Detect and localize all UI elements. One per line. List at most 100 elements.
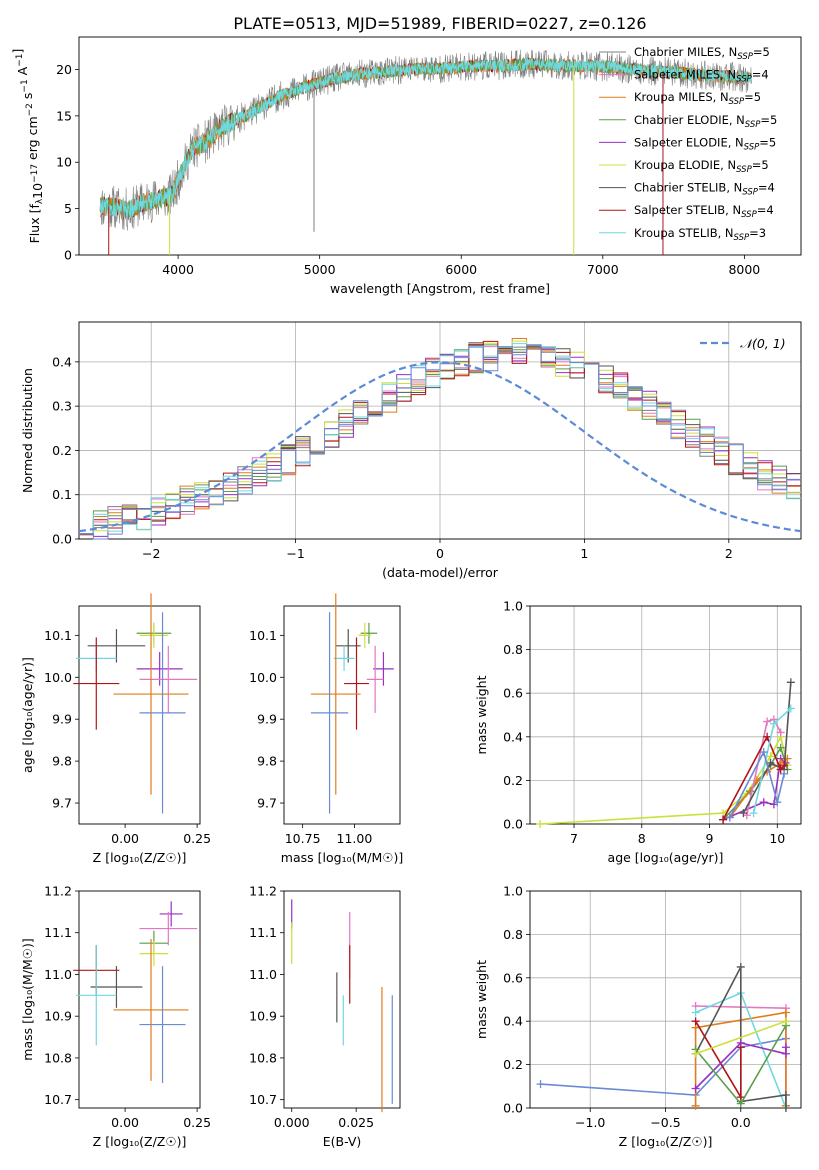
y-tick-label: 10.7 xyxy=(249,1092,277,1107)
y-tick-label: 10.1 xyxy=(249,628,277,643)
y-tick-label: 0.4 xyxy=(503,1014,523,1029)
legend-entry: Kroupa MILES, NSSP=5 xyxy=(634,90,761,107)
y-axis-label: Normed distribution xyxy=(20,368,35,493)
weight-marker xyxy=(691,1049,700,1058)
y-label-part: 10 xyxy=(30,183,45,199)
legend-tail: =3 xyxy=(749,226,766,240)
y-label-part: Flux [f xyxy=(27,204,42,244)
y-tick-label: 10 xyxy=(56,155,72,170)
legend-text: Chabrier STELIB, N xyxy=(634,181,742,195)
legend-text: Kroupa STELIB, N xyxy=(634,226,734,240)
y-tick-label: 10.7 xyxy=(44,1092,72,1107)
massweight-vs-age-panel: 7 8 9 10 0.0 0.2 0.4 0.6 0.8 1.0 age [log₁₀(age/yr… xyxy=(474,599,802,865)
x-tick-label: 0.00 xyxy=(111,1115,139,1130)
legend-sub: SSP xyxy=(736,165,752,175)
legend-text: Salpeter MILES, N xyxy=(634,68,736,82)
weight-marker xyxy=(719,815,728,824)
x-tick-label: 8 xyxy=(638,831,646,846)
histogram-step xyxy=(79,343,801,535)
legend-entry: Chabrier ELODIE, NSSP=5 xyxy=(634,113,777,130)
weight-line xyxy=(742,682,792,814)
mass-vs-metallicity-panel: 0.00 0.25 10.7 10.8 10.9 11.0 11.1 11.2 Z [log₁₀… xyxy=(20,884,211,1150)
spectrum-line xyxy=(99,57,752,218)
y-tick-label: 0.2 xyxy=(503,773,523,788)
weight-marker xyxy=(749,809,758,818)
y-tick-label: 0.1 xyxy=(52,487,72,502)
legend-text: Salpeter STELIB, N xyxy=(634,203,741,217)
y-tick-label: 11.0 xyxy=(44,967,72,982)
weight-marker xyxy=(763,717,772,726)
weight-marker xyxy=(781,1017,790,1026)
y-axis-label: age [log₁₀(age/yr)] xyxy=(20,657,35,773)
legend-sub: SSP xyxy=(729,97,745,107)
y-tick-label: 9.9 xyxy=(257,712,277,727)
y-tick-label: 9.8 xyxy=(52,754,72,769)
x-axis-label: Z [log₁₀(Z/Z☉)] xyxy=(619,1134,713,1149)
weight-line xyxy=(746,718,782,816)
y-tick-label: 11.2 xyxy=(249,884,277,899)
legend-entry: Kroupa STELIB, NSSP=3 xyxy=(634,226,766,243)
y-tick-label: 9.7 xyxy=(52,796,72,811)
legend-text: Salpeter ELODIE, N xyxy=(634,135,744,149)
weight-marker xyxy=(776,765,785,774)
x-tick-label: 0.000 xyxy=(274,1115,310,1130)
y-label-part: erg cm xyxy=(25,116,40,164)
x-tick-label: 0.25 xyxy=(183,1115,211,1130)
weight-marker xyxy=(736,1099,745,1108)
legend-entry: Salpeter ELODIE, NSSP=5 xyxy=(634,135,776,152)
weight-marker xyxy=(725,813,734,822)
weight-marker xyxy=(691,1008,700,1017)
y-tick-label: 20 xyxy=(56,62,72,77)
weight-marker xyxy=(766,758,775,767)
y-axis-label: mass weight xyxy=(474,675,489,754)
x-tick-label: −2 xyxy=(142,546,160,561)
y-label-part: −1 xyxy=(20,79,30,92)
legend-entry: Chabrier MILES, NSSP=5 xyxy=(634,45,770,62)
weight-marker xyxy=(786,704,795,713)
axes-frame xyxy=(283,890,401,1109)
legend-sub: SSP xyxy=(734,233,750,243)
y-label-part: A xyxy=(15,66,30,79)
axes-frame xyxy=(78,890,201,1109)
y-tick-label: 15 xyxy=(56,108,72,123)
y-tick-label: 1.0 xyxy=(503,599,523,614)
x-tick-label: 11.00 xyxy=(337,831,373,846)
y-tick-label: 10.1 xyxy=(44,628,72,643)
weight-line xyxy=(729,749,785,818)
weight-marker xyxy=(781,1043,790,1052)
legend-tail: =5 xyxy=(760,113,777,127)
y-tick-label: 10.9 xyxy=(249,1009,277,1024)
axes-frame xyxy=(78,605,201,825)
legend-entry: Salpeter MILES, NSSP=4 xyxy=(634,68,769,85)
legend-tail: =4 xyxy=(758,181,775,195)
y-tick-label: 5 xyxy=(64,201,72,216)
x-tick-label: 10 xyxy=(769,831,785,846)
y-tick-label: 11.1 xyxy=(249,925,277,940)
y-tick-label: 0.4 xyxy=(503,729,523,744)
x-tick-label: 1 xyxy=(580,546,588,561)
weight-marker xyxy=(536,820,545,828)
x-tick-label: 5000 xyxy=(304,262,336,277)
legend-sub: SSP xyxy=(736,75,752,85)
x-tick-label: 0 xyxy=(436,546,444,561)
y-tick-label: 0.2 xyxy=(503,1057,523,1072)
weight-marker xyxy=(739,809,748,818)
x-axis-label: Z [log₁₀(Z/Z☉)] xyxy=(93,850,187,865)
x-tick-label: −0.5 xyxy=(650,1115,680,1130)
y-label-part: −2 xyxy=(25,103,35,116)
x-axis-label: wavelength [Angstrom, rest frame] xyxy=(330,281,550,296)
y-tick-label: 11.1 xyxy=(44,925,72,940)
weight-marker xyxy=(769,719,778,728)
y-tick-label: 0.6 xyxy=(503,970,523,985)
legend-entry: Kroupa ELODIE, NSSP=5 xyxy=(634,158,769,175)
residual-histogram-panel: −2 −1 0 1 2 0.0 0.1 0.2 0.3 0.4 (data-model)/error… xyxy=(20,321,802,580)
legend-text: Chabrier MILES, N xyxy=(634,45,737,59)
y-axis-label: mass [log₁₀(M/M☉)] xyxy=(20,938,35,1060)
x-tick-label: 6000 xyxy=(445,262,477,277)
x-tick-label: 0.025 xyxy=(338,1115,374,1130)
y-tick-label: 0.2 xyxy=(52,443,72,458)
legend-tail: =5 xyxy=(759,135,776,149)
x-tick-label: 2 xyxy=(725,546,733,561)
weight-marker xyxy=(780,769,789,778)
